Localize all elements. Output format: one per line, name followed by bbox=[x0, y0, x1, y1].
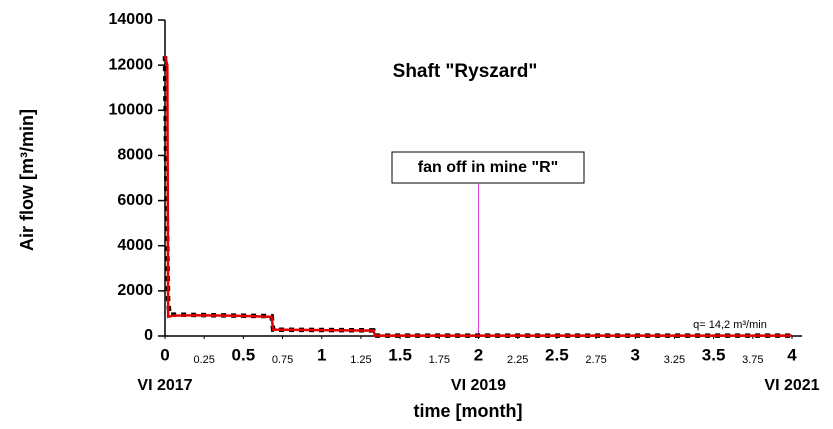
y-tick-label: 14000 bbox=[109, 11, 154, 28]
chart-title: Shaft "Ryszard" bbox=[393, 61, 538, 82]
x-tick-label: 3 bbox=[631, 345, 640, 364]
x-tick-label: 2.75 bbox=[585, 354, 606, 366]
annotation: fan off in mine "R" bbox=[418, 159, 559, 176]
x-tick-label: 3.25 bbox=[664, 354, 685, 366]
line-series bbox=[163, 55, 792, 337]
y-tick-label: 0 bbox=[144, 327, 153, 344]
annotation-box bbox=[391, 151, 585, 184]
x-tick-label: 0 bbox=[160, 345, 169, 364]
x-tick-label: 3.75 bbox=[742, 354, 763, 366]
y-tick-label: 12000 bbox=[109, 56, 154, 73]
x-tick-label: 3.5 bbox=[702, 345, 726, 364]
y-tick-label: 2000 bbox=[117, 282, 153, 299]
date-label: VI 2019 bbox=[451, 377, 506, 394]
x-tick-label: 0.5 bbox=[232, 345, 256, 364]
y-axis-label: Air flow [m³/min] bbox=[17, 109, 37, 251]
x-tick-label: 0.75 bbox=[272, 354, 293, 366]
x-tick-label: 1.5 bbox=[388, 345, 412, 364]
x-tick-label: 2.25 bbox=[507, 354, 528, 366]
x-tick-label: 0.25 bbox=[193, 354, 214, 366]
x-axis-label: time [month] bbox=[414, 401, 523, 421]
note: q= 14,2 m³/min bbox=[693, 319, 767, 331]
x-tick-label: 2.5 bbox=[545, 345, 569, 364]
y-tick-label: 8000 bbox=[117, 147, 153, 164]
x-tick-label: 4 bbox=[787, 345, 797, 364]
y-tick-label: 6000 bbox=[117, 192, 153, 209]
x-tick-label: 2 bbox=[474, 345, 483, 364]
x-tick-label: 1 bbox=[317, 345, 326, 364]
y-tick-label: 4000 bbox=[117, 237, 153, 254]
x-tick-label: 1.75 bbox=[429, 354, 450, 366]
date-label: VI 2021 bbox=[764, 377, 819, 394]
date-label: VI 2017 bbox=[137, 377, 192, 394]
x-tick-label: 1.25 bbox=[350, 354, 371, 366]
y-tick-label: 10000 bbox=[109, 102, 154, 119]
